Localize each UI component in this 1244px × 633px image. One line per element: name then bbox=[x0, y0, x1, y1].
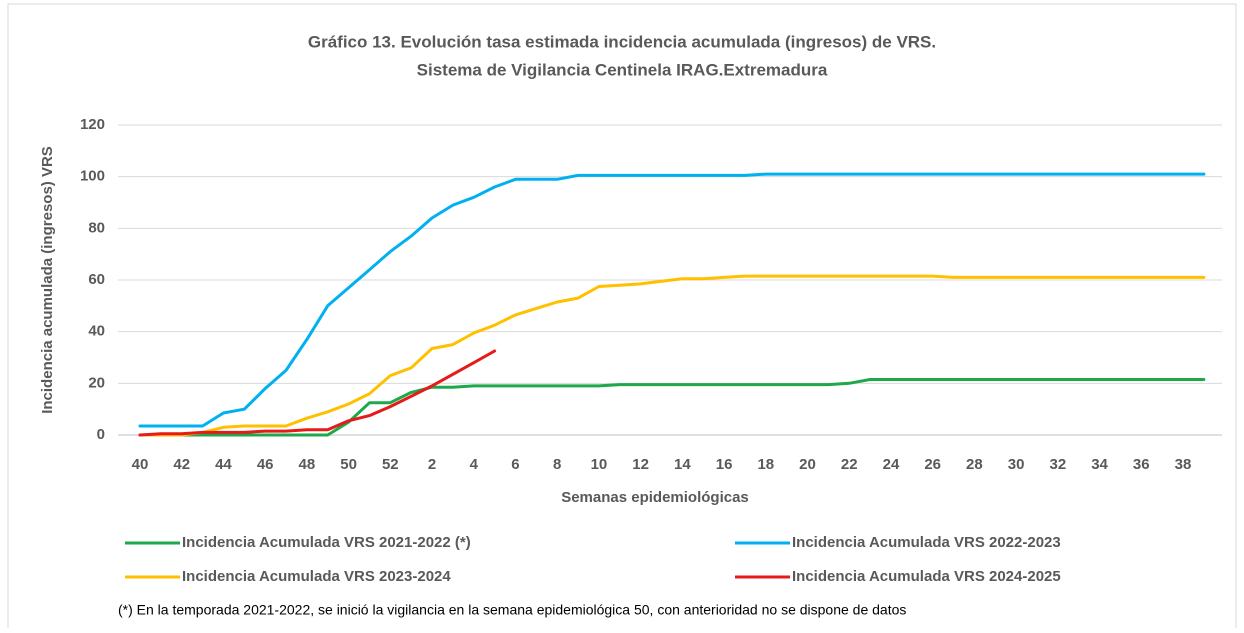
series-line bbox=[138, 349, 497, 437]
series-line bbox=[138, 172, 1206, 428]
footnote: (*) En la temporada 2021-2022, se inició… bbox=[118, 602, 906, 618]
x-tick-label: 42 bbox=[173, 456, 190, 473]
x-tick-label: 4 bbox=[470, 456, 479, 473]
x-tick-label: 52 bbox=[382, 456, 399, 473]
x-tick-label: 40 bbox=[132, 456, 149, 473]
legend-label: Incidencia Acumulada VRS 2021-2022 (*) bbox=[182, 534, 471, 551]
y-axis-label: Incidencia acumulada (ingresos) VRS bbox=[39, 146, 56, 414]
x-tick-label: 38 bbox=[1175, 456, 1192, 473]
x-axis-label: Semanas epidemiológicas bbox=[561, 489, 749, 506]
x-tick-label: 2 bbox=[428, 456, 436, 473]
x-tick-label: 26 bbox=[924, 456, 941, 473]
x-tick-label: 28 bbox=[966, 456, 983, 473]
series-line bbox=[138, 274, 1206, 437]
x-tick-label: 32 bbox=[1049, 456, 1066, 473]
chart-frame bbox=[7, 3, 1237, 633]
x-tick-label: 36 bbox=[1133, 456, 1150, 473]
y-tick-label: 20 bbox=[88, 374, 105, 391]
x-tick-label: 24 bbox=[883, 456, 900, 473]
x-tick-label: 50 bbox=[340, 456, 357, 473]
x-tick-label: 14 bbox=[674, 456, 691, 473]
x-tick-label: 48 bbox=[299, 456, 316, 473]
chart-title: Gráfico 13. Evolución tasa estimada inci… bbox=[308, 32, 936, 51]
x-tick-label: 30 bbox=[1008, 456, 1025, 473]
x-tick-label: 8 bbox=[553, 456, 561, 473]
x-tick-label: 22 bbox=[841, 456, 858, 473]
y-tick-label: 40 bbox=[88, 323, 105, 340]
x-tick-label: 16 bbox=[716, 456, 733, 473]
legend-label: Incidencia Acumulada VRS 2023-2024 bbox=[182, 568, 451, 585]
x-tick-label: 12 bbox=[632, 456, 649, 473]
x-tick-label: 18 bbox=[757, 456, 774, 473]
x-tick-label: 20 bbox=[799, 456, 816, 473]
y-tick-label: 100 bbox=[80, 168, 105, 185]
series-line bbox=[138, 378, 1206, 437]
x-tick-label: 34 bbox=[1091, 456, 1108, 473]
x-tick-label: 6 bbox=[511, 456, 519, 473]
legend-label: Incidencia Acumulada VRS 2022-2023 bbox=[792, 534, 1061, 551]
y-tick-label: 80 bbox=[88, 219, 105, 236]
y-tick-label: 60 bbox=[88, 271, 105, 288]
chart-title: Sistema de Vigilancia Centinela IRAG.Ext… bbox=[417, 60, 828, 79]
legend-label: Incidencia Acumulada VRS 2024-2025 bbox=[792, 568, 1061, 585]
y-tick-label: 0 bbox=[97, 426, 105, 443]
y-tick-label: 120 bbox=[80, 116, 105, 133]
x-tick-label: 44 bbox=[215, 456, 232, 473]
x-tick-label: 46 bbox=[257, 456, 274, 473]
x-tick-label: 10 bbox=[591, 456, 608, 473]
